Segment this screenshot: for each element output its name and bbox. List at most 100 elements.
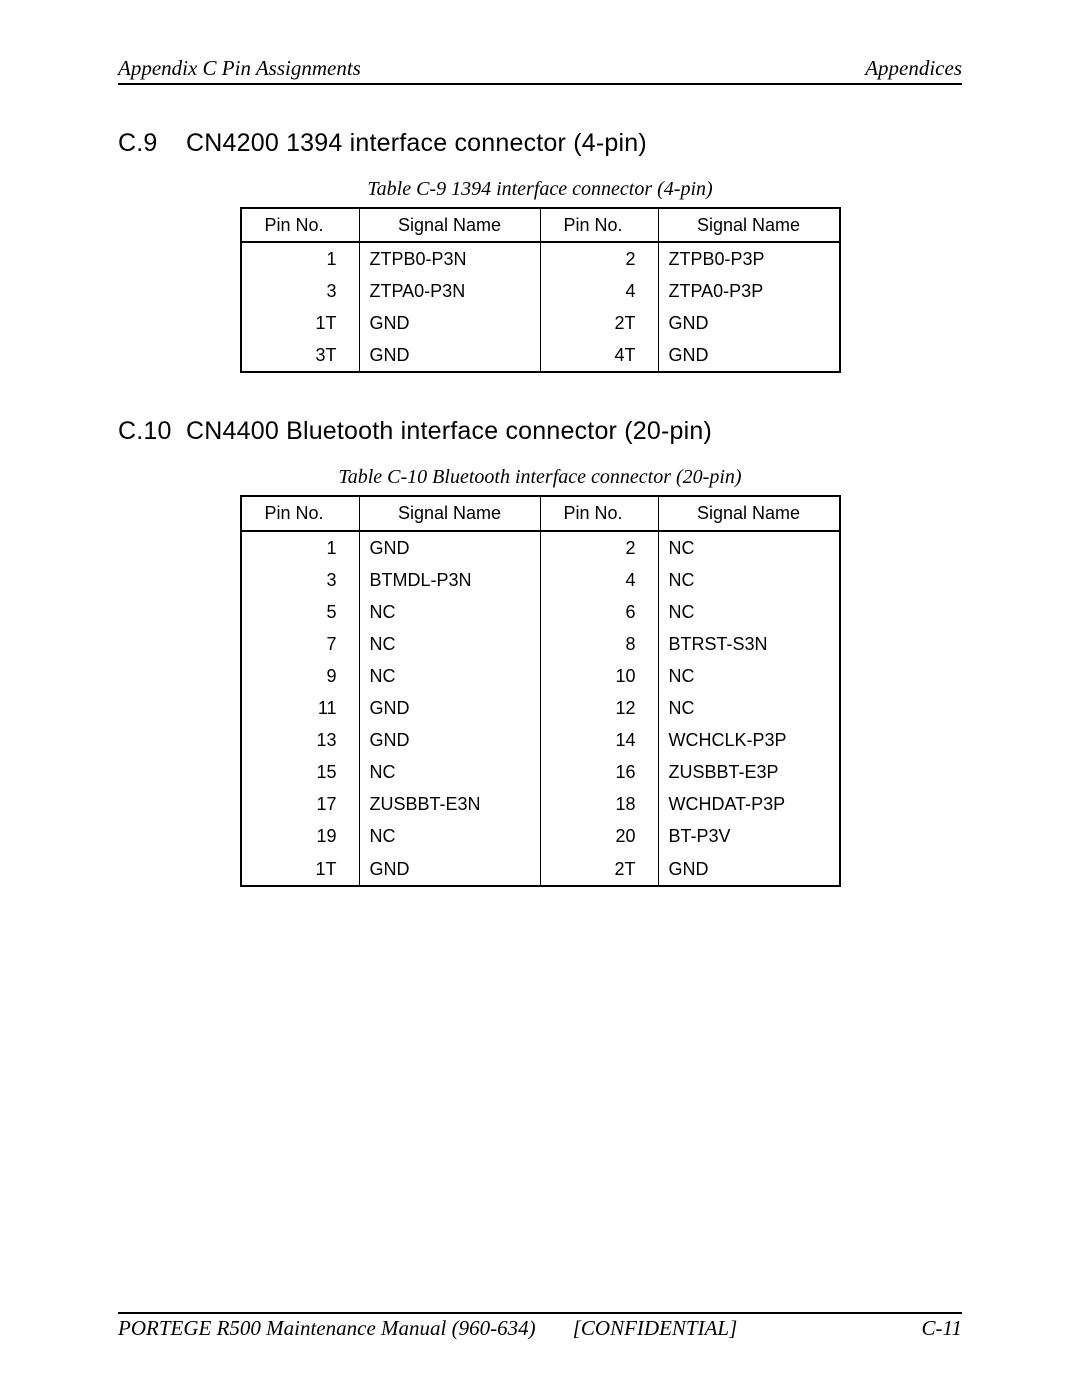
- header-left: Appendix C Pin Assignments: [118, 56, 361, 81]
- pin-no: 11: [241, 692, 360, 724]
- signal-name: GND: [658, 853, 840, 886]
- signal-name: NC: [658, 531, 840, 564]
- pin-no: 1: [241, 531, 360, 564]
- pin-no: 5: [241, 596, 360, 628]
- signal-name: NC: [658, 660, 840, 692]
- table-c9: Pin No. Signal Name Pin No. Signal Name …: [240, 207, 841, 373]
- table-body: 1ZTPB0-P3N2ZTPB0-P3P3ZTPA0-P3N4ZTPA0-P3P…: [241, 242, 840, 372]
- col-header: Signal Name: [658, 208, 840, 242]
- pin-no: 13: [241, 724, 360, 756]
- pin-no: 6: [540, 596, 658, 628]
- table-caption-c10: Table C-10 Bluetooth interface connector…: [118, 466, 962, 489]
- table-row: 11GND12NC: [241, 692, 840, 724]
- signal-name: NC: [359, 756, 540, 788]
- table-row: 1ZTPB0-P3N2ZTPB0-P3P: [241, 242, 840, 275]
- signal-name: NC: [359, 660, 540, 692]
- table-row: 1TGND2TGND: [241, 307, 840, 339]
- signal-name: GND: [359, 307, 540, 339]
- pin-no: 7: [241, 628, 360, 660]
- signal-name: GND: [359, 339, 540, 372]
- pin-no: 2T: [540, 307, 658, 339]
- signal-name: GND: [359, 692, 540, 724]
- pin-no: 9: [241, 660, 360, 692]
- pin-no: 10: [540, 660, 658, 692]
- pin-no: 12: [540, 692, 658, 724]
- section-title-text: CN4400 Bluetooth interface connector (20…: [186, 417, 712, 445]
- pin-no: 1T: [241, 307, 360, 339]
- signal-name: NC: [658, 596, 840, 628]
- header-right: Appendices: [865, 56, 962, 81]
- pin-no: 20: [540, 820, 658, 852]
- pin-no: 2: [540, 531, 658, 564]
- signal-name: BTRST-S3N: [658, 628, 840, 660]
- col-header: Signal Name: [359, 208, 540, 242]
- pin-no: 4: [540, 564, 658, 596]
- signal-name: GND: [359, 531, 540, 564]
- table-row: 3TGND4TGND: [241, 339, 840, 372]
- pin-no: 4: [540, 275, 658, 307]
- table-row: 1TGND2TGND: [241, 853, 840, 886]
- section-title-text: CN4200 1394 interface connector (4-pin): [186, 129, 647, 157]
- page-footer: PORTEGE R500 Maintenance Manual (960-634…: [118, 1312, 962, 1341]
- pin-no: 1: [241, 242, 360, 275]
- col-header: Pin No.: [540, 496, 658, 530]
- table-row: 7NC8BTRST-S3N: [241, 628, 840, 660]
- pin-no: 2T: [540, 853, 658, 886]
- pin-no: 3T: [241, 339, 360, 372]
- pin-no: 17: [241, 788, 360, 820]
- pin-no: 15: [241, 756, 360, 788]
- pin-no: 3: [241, 275, 360, 307]
- table-row: 15NC16ZUSBBT-E3P: [241, 756, 840, 788]
- signal-name: GND: [359, 853, 540, 886]
- col-header: Pin No.: [540, 208, 658, 242]
- footer-center: [CONFIDENTIAL]: [348, 1316, 962, 1341]
- signal-name: NC: [359, 596, 540, 628]
- table-row: 9NC10NC: [241, 660, 840, 692]
- table-caption-c9: Table C-9 1394 interface connector (4-pi…: [118, 178, 962, 201]
- signal-name: ZUSBBT-E3N: [359, 788, 540, 820]
- table-row: 19NC20BT-P3V: [241, 820, 840, 852]
- pin-no: 2: [540, 242, 658, 275]
- section-number: C.9: [118, 129, 186, 158]
- pin-no: 3: [241, 564, 360, 596]
- signal-name: NC: [359, 820, 540, 852]
- table-row: 13GND14WCHCLK-P3P: [241, 724, 840, 756]
- pin-no: 8: [540, 628, 658, 660]
- section-heading-c10: C.10CN4400 Bluetooth interface connector…: [118, 417, 962, 446]
- pin-no: 1T: [241, 853, 360, 886]
- pin-no: 4T: [540, 339, 658, 372]
- signal-name: ZTPA0-P3P: [658, 275, 840, 307]
- pin-no: 18: [540, 788, 658, 820]
- signal-name: BT-P3V: [658, 820, 840, 852]
- col-header: Pin No.: [241, 208, 360, 242]
- signal-name: NC: [658, 564, 840, 596]
- signal-name: GND: [359, 724, 540, 756]
- pin-no: 19: [241, 820, 360, 852]
- signal-name: ZUSBBT-E3P: [658, 756, 840, 788]
- col-header: Signal Name: [658, 496, 840, 530]
- col-header: Pin No.: [241, 496, 360, 530]
- signal-name: NC: [359, 628, 540, 660]
- section-number: C.10: [118, 417, 186, 446]
- table-row: 3ZTPA0-P3N4ZTPA0-P3P: [241, 275, 840, 307]
- pin-no: 14: [540, 724, 658, 756]
- signal-name: WCHDAT-P3P: [658, 788, 840, 820]
- signal-name: ZTPB0-P3N: [359, 242, 540, 275]
- table-body: 1GND2NC3BTMDL-P3N4NC5NC6NC7NC8BTRST-S3N9…: [241, 531, 840, 886]
- table-row: 17ZUSBBT-E3N18WCHDAT-P3P: [241, 788, 840, 820]
- table-row: 5NC6NC: [241, 596, 840, 628]
- col-header: Signal Name: [359, 496, 540, 530]
- signal-name: BTMDL-P3N: [359, 564, 540, 596]
- section-heading-c9: C.9CN4200 1394 interface connector (4-pi…: [118, 129, 962, 158]
- signal-name: ZTPA0-P3N: [359, 275, 540, 307]
- signal-name: NC: [658, 692, 840, 724]
- pin-no: 16: [540, 756, 658, 788]
- page-header: Appendix C Pin Assignments Appendices: [118, 56, 962, 85]
- signal-name: WCHCLK-P3P: [658, 724, 840, 756]
- table-row: 1GND2NC: [241, 531, 840, 564]
- signal-name: GND: [658, 339, 840, 372]
- table-c10: Pin No. Signal Name Pin No. Signal Name …: [240, 495, 841, 886]
- signal-name: GND: [658, 307, 840, 339]
- signal-name: ZTPB0-P3P: [658, 242, 840, 275]
- table-row: 3BTMDL-P3N4NC: [241, 564, 840, 596]
